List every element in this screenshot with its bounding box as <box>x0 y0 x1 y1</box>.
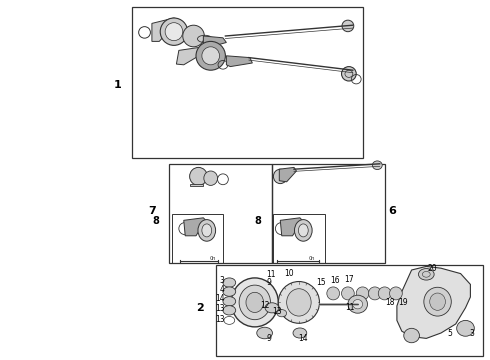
Ellipse shape <box>390 287 402 300</box>
Text: 1: 1 <box>114 80 122 90</box>
Ellipse shape <box>202 47 220 65</box>
Ellipse shape <box>457 320 474 336</box>
Text: 16: 16 <box>330 276 340 285</box>
Ellipse shape <box>342 20 354 32</box>
Text: n: n <box>211 256 215 261</box>
Ellipse shape <box>353 300 363 309</box>
Polygon shape <box>226 56 252 67</box>
Bar <box>132 7 363 158</box>
Ellipse shape <box>231 278 278 327</box>
Ellipse shape <box>278 282 319 323</box>
Bar <box>172 214 223 263</box>
Text: 14: 14 <box>215 294 224 303</box>
Text: 9: 9 <box>266 334 271 343</box>
Text: 12: 12 <box>260 301 270 310</box>
Ellipse shape <box>246 292 264 312</box>
Text: 13: 13 <box>215 304 224 313</box>
Text: 11: 11 <box>266 270 276 279</box>
Ellipse shape <box>430 293 445 310</box>
Text: 3: 3 <box>469 328 474 338</box>
Text: 13: 13 <box>215 315 224 324</box>
Bar <box>169 164 272 263</box>
Ellipse shape <box>298 224 308 237</box>
Ellipse shape <box>165 23 183 41</box>
Text: 11: 11 <box>345 303 355 312</box>
Ellipse shape <box>265 303 279 313</box>
Ellipse shape <box>424 287 451 316</box>
Bar <box>272 164 385 263</box>
Polygon shape <box>176 47 207 65</box>
Ellipse shape <box>418 269 434 280</box>
Ellipse shape <box>257 327 272 339</box>
Ellipse shape <box>368 287 381 300</box>
Ellipse shape <box>342 287 354 300</box>
Text: 18: 18 <box>385 298 394 307</box>
Text: 8: 8 <box>152 216 159 226</box>
Text: 7: 7 <box>148 206 156 216</box>
Text: 20: 20 <box>428 264 438 273</box>
Ellipse shape <box>372 161 382 170</box>
Ellipse shape <box>190 167 207 185</box>
Ellipse shape <box>223 278 236 287</box>
Text: 8: 8 <box>255 216 262 226</box>
Text: 0: 0 <box>309 256 313 261</box>
Ellipse shape <box>378 287 391 300</box>
Ellipse shape <box>342 67 356 81</box>
Text: 3: 3 <box>220 276 224 285</box>
Polygon shape <box>397 266 470 338</box>
Text: 6: 6 <box>388 206 396 216</box>
Ellipse shape <box>294 220 312 241</box>
Ellipse shape <box>183 25 204 47</box>
Ellipse shape <box>160 18 188 45</box>
Text: 4: 4 <box>220 285 224 294</box>
Ellipse shape <box>202 224 212 237</box>
Text: 5: 5 <box>447 328 452 338</box>
Text: 2: 2 <box>196 303 204 313</box>
Text: 15: 15 <box>316 278 326 287</box>
Polygon shape <box>280 218 302 236</box>
Ellipse shape <box>287 289 311 316</box>
Bar <box>216 265 483 356</box>
Text: 13: 13 <box>272 307 282 316</box>
Ellipse shape <box>293 328 307 338</box>
Ellipse shape <box>277 310 287 317</box>
Ellipse shape <box>198 220 216 241</box>
Ellipse shape <box>348 295 368 313</box>
Bar <box>273 214 325 263</box>
Text: 0: 0 <box>209 256 213 261</box>
Ellipse shape <box>356 287 369 300</box>
Polygon shape <box>279 167 296 182</box>
Ellipse shape <box>204 171 218 185</box>
Text: 14: 14 <box>298 334 308 343</box>
Bar <box>190 184 203 186</box>
Text: 17: 17 <box>344 275 354 284</box>
Polygon shape <box>152 18 179 41</box>
Ellipse shape <box>223 287 236 296</box>
Text: 9: 9 <box>266 278 271 287</box>
Ellipse shape <box>196 41 225 70</box>
Ellipse shape <box>327 287 340 300</box>
Polygon shape <box>203 36 226 47</box>
Text: 19: 19 <box>398 298 408 307</box>
Text: n: n <box>311 256 315 261</box>
Ellipse shape <box>273 169 287 184</box>
Ellipse shape <box>223 297 236 306</box>
Ellipse shape <box>223 306 236 315</box>
Text: 10: 10 <box>284 269 294 278</box>
Ellipse shape <box>404 328 419 343</box>
Ellipse shape <box>239 285 270 320</box>
Polygon shape <box>184 218 206 236</box>
